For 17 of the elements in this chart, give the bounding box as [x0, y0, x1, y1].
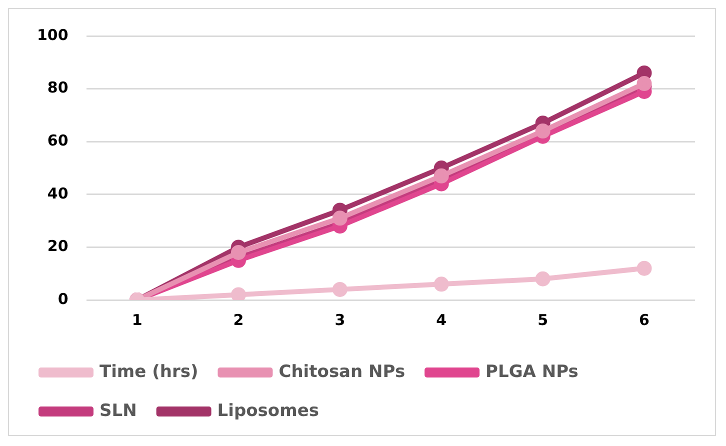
y-tick-label: 60 [47, 131, 68, 150]
y-tick-label: 40 [47, 184, 68, 202]
legend-label: PLGA NPs [486, 362, 578, 382]
x-tick-label: 5 [538, 310, 548, 329]
x-tick-label: 2 [233, 310, 244, 329]
y-tick-label: 80 [47, 78, 68, 97]
legend-label: SLN [100, 400, 137, 421]
x-tick-label: 4 [436, 310, 447, 329]
x-tick-label: 3 [334, 310, 346, 329]
legend-label: Time (hrs) [100, 362, 198, 382]
y-tick-label: 100 [37, 26, 68, 44]
x-tick-label: 1 [132, 310, 142, 329]
y-tick-label: 0 [58, 290, 68, 308]
x-tick-label: 6 [639, 310, 650, 329]
y-tick-label: 20 [47, 237, 68, 256]
legend-label: Liposomes [217, 400, 319, 421]
legend-label: Chitosan NPs [278, 362, 406, 382]
